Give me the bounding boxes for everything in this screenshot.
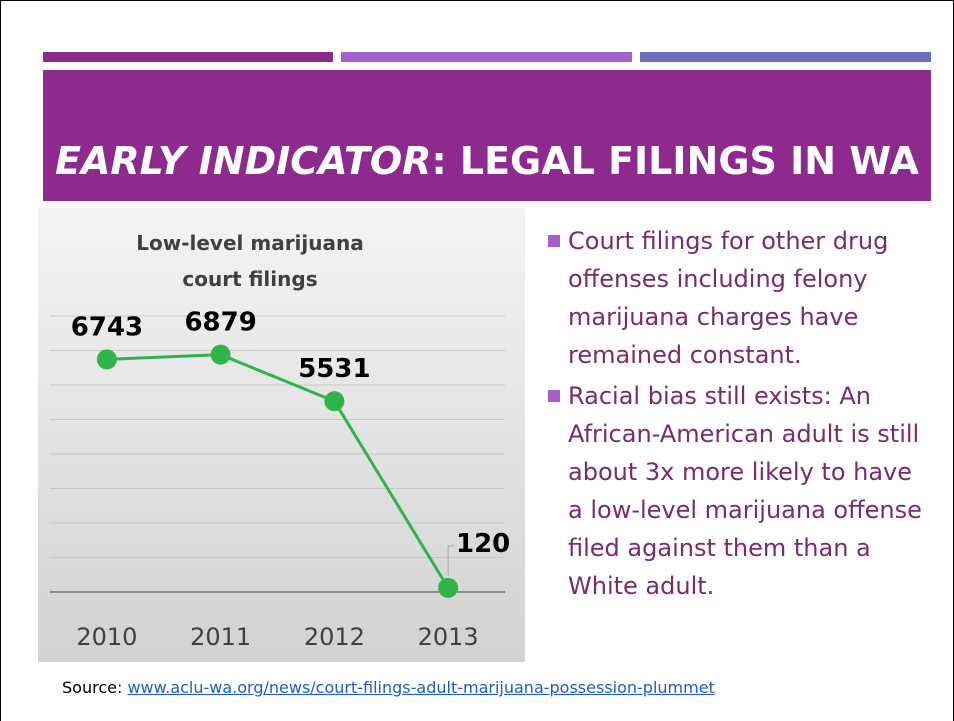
title-rest: : LEGAL FILINGS IN WA: [431, 139, 919, 183]
data-label: 6879: [184, 308, 256, 338]
slide-title: EARLY INDICATOR: LEGAL FILINGS IN WA: [55, 139, 919, 183]
leader-line: [447, 545, 455, 576]
x-tick-label: 2012: [304, 623, 365, 651]
accent-bar: [43, 52, 333, 62]
chart-title-line: court filings: [182, 267, 317, 291]
line: [106, 353, 450, 589]
accent-bar: [341, 52, 632, 62]
marker: [438, 577, 459, 598]
bullet-list: Court filings for other drug offenses in…: [548, 222, 933, 608]
title-band: [43, 70, 931, 201]
data-label: 6743: [71, 312, 143, 342]
marker: [324, 391, 345, 412]
accent-bar: [640, 52, 931, 62]
x-tick-label: 2013: [418, 623, 479, 651]
source: Source: www.aclu-wa.org/news/court-filin…: [62, 678, 715, 697]
marker: [96, 349, 117, 370]
data-label: 120: [456, 529, 510, 559]
x-tick-label: 2011: [190, 623, 251, 651]
marker: [210, 344, 231, 365]
chart: Low-level marijuana court filings 2010 2011…: [50, 231, 510, 651]
chart-title-line: Low-level marijuana: [136, 231, 363, 255]
title-italic: EARLY INDICATOR: [55, 139, 431, 183]
bullet: Court filings for other drug offenses in…: [548, 222, 933, 374]
bullet: Racial bias still exists: An African-Ame…: [548, 377, 933, 605]
source-label: Source:: [62, 678, 123, 697]
x-tick-label: 2010: [76, 623, 137, 651]
chart-title: Low-level marijuana court filings: [136, 231, 363, 291]
data-label: 5531: [298, 354, 370, 384]
source-link[interactable]: www.aclu-wa.org/news/court-filings-adult…: [127, 678, 715, 697]
